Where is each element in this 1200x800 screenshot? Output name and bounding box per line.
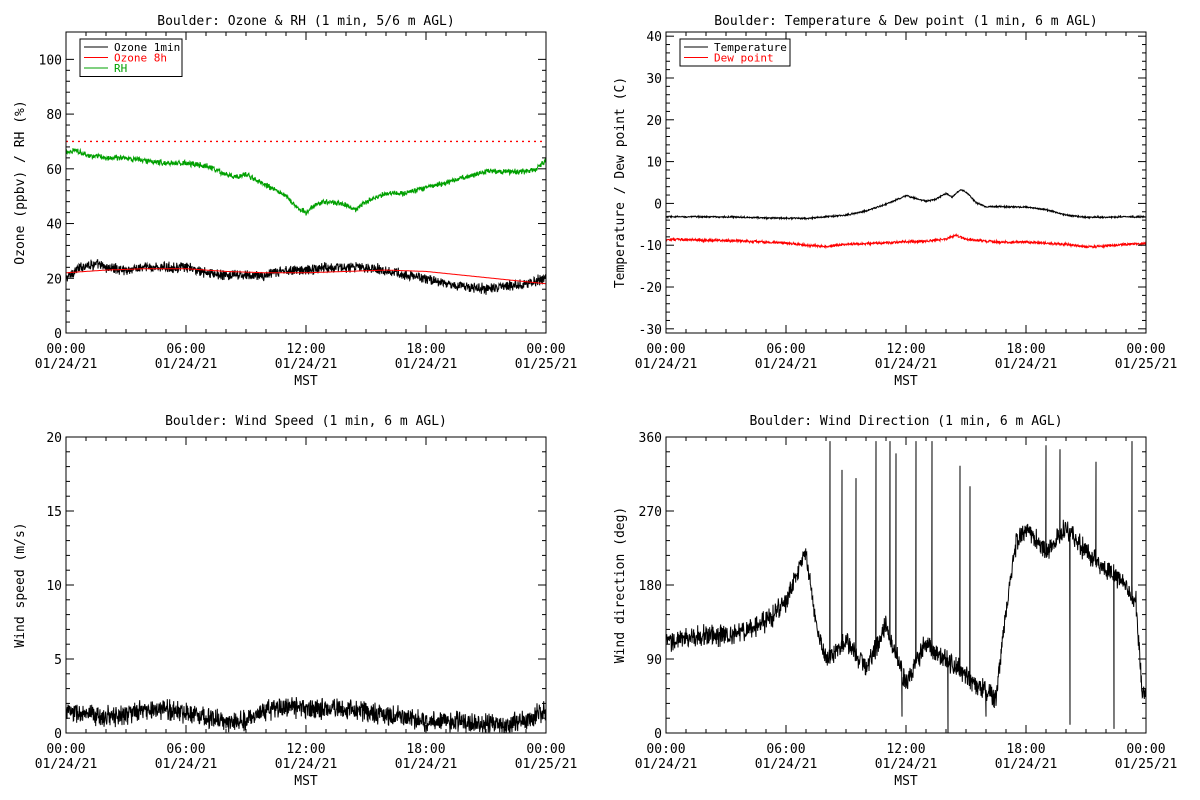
- y-axis-label: Ozone (ppbv) / RH (%): [13, 100, 28, 264]
- y-tick-label: -10: [639, 239, 662, 254]
- series-line-ozone-1min: [66, 259, 546, 295]
- y-tick-label: 0: [654, 727, 662, 742]
- legend-label: Ozone 8h: [114, 52, 167, 65]
- wind-speed-panel: Boulder: Wind Speed (1 min, 6 m AGL) 0 5 10…: [13, 414, 577, 789]
- x-tick-label-time: 06:00: [166, 342, 205, 357]
- y-tick-label: 100: [39, 53, 62, 68]
- x-tick-label-time: 18:00: [406, 742, 445, 757]
- ozone-rh-panel: Boulder: Ozone & RH (1 min, 5/6 m AGL) 0 2…: [13, 14, 577, 389]
- x-tick-label-time: 06:00: [766, 342, 805, 357]
- series-line-data: [666, 441, 1146, 733]
- y-tick-label: 270: [639, 505, 662, 520]
- y-tick-label: 20: [46, 272, 62, 287]
- x-tick-label-date: 01/24/21: [35, 357, 98, 372]
- x-tick-label-date: 01/24/21: [35, 757, 98, 772]
- x-tick-label-time: 00:00: [1126, 342, 1165, 357]
- y-tick-label: 360: [639, 431, 662, 446]
- x-axis-label: MST: [294, 374, 318, 389]
- chart-title: Boulder: Ozone & RH (1 min, 5/6 m AGL): [157, 14, 454, 29]
- x-tick-label-date: 01/24/21: [155, 357, 218, 372]
- y-tick-label: 15: [46, 505, 62, 520]
- x-tick-label-date: 01/24/21: [995, 757, 1058, 772]
- x-tick-label-time: 00:00: [1126, 742, 1165, 757]
- x-tick-label-date: 01/24/21: [275, 757, 338, 772]
- x-tick-label-time: 06:00: [166, 742, 205, 757]
- wind-direction-panel: Boulder: Wind Direction (1 min, 6 m AGL)…: [613, 414, 1177, 789]
- x-tick-label-date: 01/24/21: [155, 757, 218, 772]
- series-line-rh: [66, 147, 546, 216]
- x-tick-label-date: 01/24/21: [875, 757, 938, 772]
- y-tick-label: 5: [54, 653, 62, 668]
- y-tick-label: 90: [646, 653, 662, 668]
- x-tick-label-time: 00:00: [46, 742, 85, 757]
- plot-frame: [665, 31, 1147, 334]
- y-tick-label: 10: [46, 579, 62, 594]
- x-tick-label-date: 01/24/21: [875, 357, 938, 372]
- x-tick-label-time: 06:00: [766, 742, 805, 757]
- legend-label: RH: [114, 62, 127, 75]
- plot-frame: [65, 436, 547, 734]
- x-tick-label-time: 12:00: [886, 742, 925, 757]
- x-tick-label-time: 00:00: [646, 342, 685, 357]
- y-tick-label: 10: [646, 156, 662, 171]
- y-tick-label: 180: [639, 579, 662, 594]
- x-tick-label-time: 12:00: [886, 342, 925, 357]
- y-tick-label: 80: [46, 108, 62, 123]
- x-tick-label-time: 00:00: [526, 742, 565, 757]
- y-tick-label: 20: [646, 114, 662, 129]
- x-tick-label-time: 00:00: [46, 342, 85, 357]
- y-tick-label: 40: [646, 30, 662, 45]
- x-tick-label-time: 12:00: [286, 342, 325, 357]
- x-tick-label-date: 01/24/21: [395, 357, 458, 372]
- y-tick-label: 0: [54, 727, 62, 742]
- x-axis-label: MST: [294, 774, 318, 789]
- chart-title: Boulder: Wind Direction (1 min, 6 m AGL): [749, 414, 1062, 429]
- x-tick-label-time: 12:00: [286, 742, 325, 757]
- temperature-dewpoint-panel: Boulder: Temperature & Dew point (1 min,…: [613, 14, 1177, 389]
- y-axis-label: Temperature / Dew point (C): [613, 77, 628, 288]
- series-line-dew-point: [666, 233, 1146, 250]
- x-tick-label-date: 01/24/21: [395, 757, 458, 772]
- y-tick-label: 0: [54, 327, 62, 342]
- y-tick-label: -30: [639, 323, 662, 338]
- x-tick-label-date: 01/24/21: [635, 757, 698, 772]
- x-tick-label-time: 18:00: [406, 342, 445, 357]
- y-tick-label: -20: [639, 281, 662, 296]
- y-axis-label: Wind speed (m/s): [13, 522, 28, 647]
- x-tick-label-date: 01/25/21: [515, 357, 578, 372]
- x-tick-label-date: 01/24/21: [995, 357, 1058, 372]
- y-tick-label: 0: [654, 197, 662, 212]
- x-tick-label-date: 01/24/21: [635, 357, 698, 372]
- legend-box: [79, 38, 183, 77]
- x-tick-label-time: 18:00: [1006, 342, 1045, 357]
- series-line-temperature: [666, 189, 1146, 221]
- chart-title: Boulder: Wind Speed (1 min, 6 m AGL): [165, 414, 447, 429]
- x-tick-label-date: 01/25/21: [1115, 757, 1178, 772]
- y-tick-label: 30: [646, 72, 662, 87]
- legend-label: Temperature: [714, 41, 787, 54]
- x-tick-label-time: 00:00: [646, 742, 685, 757]
- x-tick-label-time: 00:00: [526, 342, 565, 357]
- legend-label: Dew point: [714, 52, 774, 65]
- y-tick-label: 60: [46, 163, 62, 178]
- plot-frame: [665, 436, 1147, 734]
- legend-box: [679, 38, 791, 67]
- x-axis-label: MST: [894, 374, 918, 389]
- series-line-ozone-8h: [66, 268, 546, 285]
- y-tick-label: 20: [46, 431, 62, 446]
- chart-title: Boulder: Temperature & Dew point (1 min,…: [714, 14, 1098, 29]
- x-tick-label-date: 01/25/21: [515, 757, 578, 772]
- x-axis-label: MST: [894, 774, 918, 789]
- y-axis-label: Wind direction (deg): [613, 507, 628, 664]
- x-tick-label-date: 01/25/21: [1115, 357, 1178, 372]
- legend-label: Ozone 1min: [114, 41, 180, 54]
- y-tick-label: 40: [46, 218, 62, 233]
- x-tick-label-date: 01/24/21: [755, 757, 818, 772]
- x-tick-label-time: 18:00: [1006, 742, 1045, 757]
- x-tick-label-date: 01/24/21: [275, 357, 338, 372]
- x-tick-label-date: 01/24/21: [755, 357, 818, 372]
